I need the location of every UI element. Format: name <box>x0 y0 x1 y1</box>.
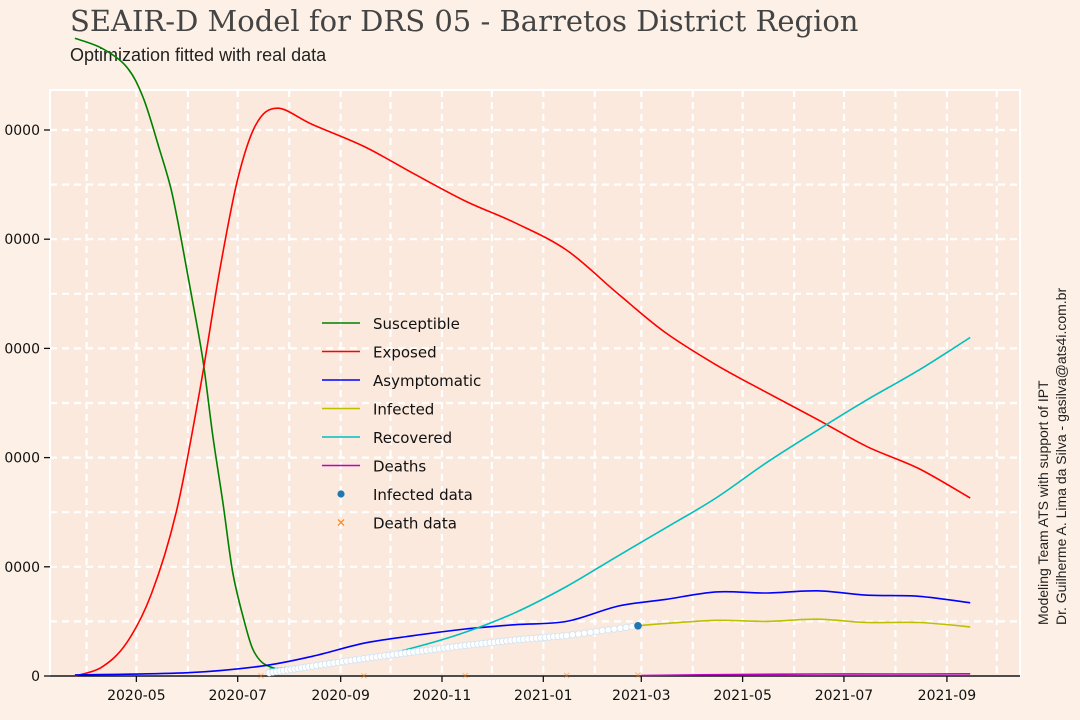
legend-item-asymptomatic: Asymptomatic <box>322 372 481 390</box>
x-tick-label-0: 2020-05 <box>107 688 166 704</box>
series-line-susceptible <box>74 37 278 671</box>
series-infected-data <box>265 621 642 677</box>
y-tick-label-4: 0000 <box>4 232 40 248</box>
legend: Susceptible Exposed Asymptomatic Infected Re… <box>322 315 481 533</box>
data-point-infected-data <box>604 626 612 634</box>
chart-subtitle: Optimization fitted with real data <box>70 45 327 65</box>
legend-swatch-death-data <box>337 519 345 526</box>
plot-area <box>49 89 1021 677</box>
legend-item-deaths: Deaths <box>322 458 426 476</box>
data-point-infected-data <box>562 631 571 640</box>
chart-title: SEAIR-D Model for DRS 05 - Barretos Dist… <box>70 4 859 38</box>
legend-item-death-data: Death data <box>337 515 457 533</box>
credits-line-2: Dr. Guilherme A. Lima da Silva - gasilva… <box>1053 287 1069 625</box>
data-point-infected-data <box>622 623 630 632</box>
legend-label-infected: Infected <box>373 401 434 419</box>
data-point-infected-data <box>574 630 583 638</box>
series-line-infected <box>637 618 971 628</box>
data-point-infected-data <box>568 631 577 639</box>
x-tick-label-1: 2020-07 <box>208 688 267 704</box>
data-point-death-data-4 <box>635 672 641 678</box>
series-asymptomatic <box>74 589 971 676</box>
x-tick-label-3: 2020-11 <box>413 688 472 704</box>
series-line-asymptomatic <box>74 589 971 676</box>
data-point-death-data-2 <box>462 672 469 679</box>
data-point-infected-data <box>628 622 636 631</box>
series-line-recovered <box>269 336 971 671</box>
x-tick-label-8: 2021-09 <box>918 688 977 704</box>
x-tick-label-5: 2021-03 <box>612 688 671 704</box>
credits: Modeling Team ATS with support of IPT Dr… <box>1034 288 1070 625</box>
legend-label-recovered: Recovered <box>373 429 452 447</box>
legend-label-death-data: Death data <box>373 515 457 533</box>
data-point-infected-data <box>610 625 618 633</box>
series-exposed <box>74 107 971 677</box>
credits-line-1: Modeling Team ATS with support of IPT <box>1035 380 1051 625</box>
series-susceptible <box>74 37 278 671</box>
plot-background <box>49 89 1021 677</box>
legend-label-exposed: Exposed <box>373 344 437 362</box>
x-tick-label-6: 2021-05 <box>713 688 772 704</box>
x-axis: 2020-05 2020-07 2020-09 2020-11 2021-01 2021-… <box>50 675 1020 704</box>
series-deaths <box>641 673 971 677</box>
legend-label-deaths: Deaths <box>373 458 426 476</box>
legend-item-recovered: Recovered <box>322 429 452 447</box>
grid-lines <box>50 90 1020 676</box>
series-line-exposed <box>74 107 971 677</box>
data-point-infected-data <box>592 627 600 636</box>
y-tick-label-3: 0000 <box>4 341 40 357</box>
data-point-death-data-1 <box>361 672 367 679</box>
data-point-infected-data <box>580 629 589 637</box>
y-tick-label-1: 0000 <box>4 560 40 576</box>
y-tick-label-5: 0000 <box>4 123 40 139</box>
y-tick-label-2: 0000 <box>4 451 40 467</box>
data-point-infected-data <box>598 627 606 635</box>
legend-item-susceptible: Susceptible <box>322 315 460 333</box>
series-infected <box>637 618 971 628</box>
data-point-infected-data-last <box>634 621 642 630</box>
data-point-infected-data <box>586 628 594 636</box>
x-tick-label-7: 2021-07 <box>815 688 874 704</box>
legend-label-infected-data: Infected data <box>373 486 473 504</box>
x-tick-label-2: 2020-09 <box>311 688 370 704</box>
legend-label-asymptomatic: Asymptomatic <box>373 372 481 390</box>
series-layer <box>74 37 971 679</box>
legend-item-exposed: Exposed <box>322 344 437 362</box>
legend-swatch-infected-data <box>337 490 345 498</box>
data-point-death-data-0 <box>258 673 264 679</box>
data-point-infected-data <box>616 624 624 632</box>
series-recovered <box>269 336 971 671</box>
legend-label-susceptible: Susceptible <box>373 315 460 333</box>
legend-item-infected: Infected <box>322 401 434 419</box>
series-line-deaths <box>641 673 971 677</box>
series-death-data <box>258 672 641 679</box>
legend-item-infected-data: Infected data <box>337 486 473 504</box>
x-tick-label-4: 2021-01 <box>514 688 573 704</box>
y-tick-label-0: 0 <box>31 669 40 685</box>
data-point-death-data-3 <box>563 672 570 679</box>
